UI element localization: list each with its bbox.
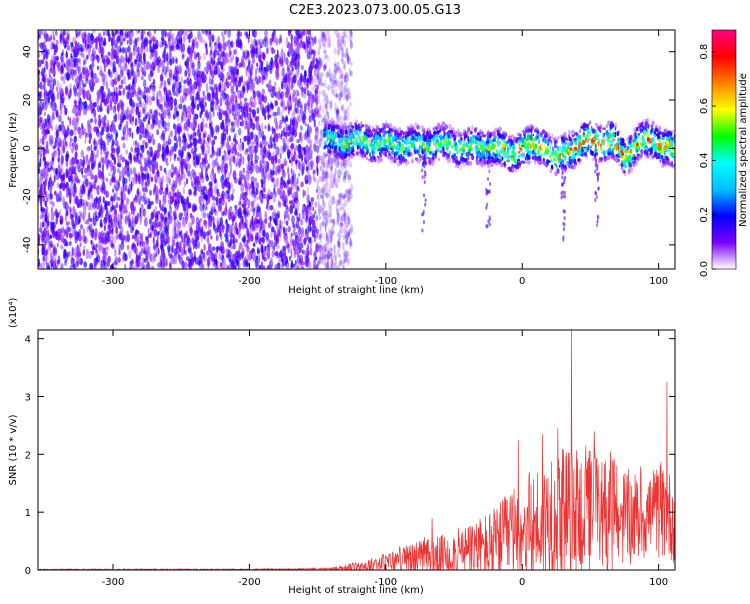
spectrogram-y-tick-label: 20 bbox=[22, 94, 33, 107]
colorbar-tick-label: 0.2 bbox=[699, 207, 710, 223]
snr-y-axis-label: SNR (10 * v/v) bbox=[8, 414, 19, 485]
snr-y-tick-label: 2 bbox=[25, 450, 31, 461]
spectrogram-y-tick-label: 40 bbox=[22, 45, 33, 58]
spectrogram-x-tick-label: -300 bbox=[102, 276, 125, 287]
snr-y-tick-label: 0 bbox=[25, 566, 31, 577]
snr-y-multiplier: (x10⁴) bbox=[8, 297, 19, 328]
colorbar-tick-label: 0.0 bbox=[699, 261, 710, 277]
spectrogram-y-axis-label: Frequency (Hz) bbox=[8, 112, 19, 188]
snr-x-tick-label: -300 bbox=[102, 577, 125, 588]
snr-x-tick-label: 0 bbox=[519, 577, 525, 588]
colorbar-tick-label: 0.8 bbox=[699, 44, 710, 60]
colorbar-gradient bbox=[712, 30, 736, 269]
snr-y-tick-label: 4 bbox=[25, 335, 31, 346]
spectrogram-y-tick-label: 0 bbox=[22, 145, 33, 151]
colorbar: 0.0 0.2 0.4 0.6 0.8 Normalized spectral ampl… bbox=[699, 30, 749, 277]
snr-x-axis-label: Height of straight line (km) bbox=[288, 585, 424, 596]
snr-x-tick-label: -200 bbox=[238, 577, 261, 588]
spectrogram-y-tick-label: -40 bbox=[22, 237, 33, 253]
snr-x-tick-label: 100 bbox=[649, 577, 668, 588]
spectrogram-x-axis-label: Height of straight line (km) bbox=[288, 285, 424, 296]
colorbar-tick-label: 0.4 bbox=[699, 152, 710, 168]
colorbar-tick-label: 0.6 bbox=[699, 98, 710, 114]
snr-y-tick-label: 1 bbox=[25, 508, 31, 519]
snr-y-tick-label: 3 bbox=[25, 393, 31, 404]
figure-title: C2E3.2023.073.00.05.G13 bbox=[289, 3, 461, 18]
spectrogram-x-tick-label: -200 bbox=[238, 276, 261, 287]
spectrogram-y-tick-label: -20 bbox=[22, 188, 33, 204]
spectrogram-x-tick-label: 100 bbox=[649, 276, 668, 287]
colorbar-label: Normalized spectral amplitude bbox=[738, 73, 749, 227]
spectrogram-x-tick-label: 0 bbox=[519, 276, 525, 287]
